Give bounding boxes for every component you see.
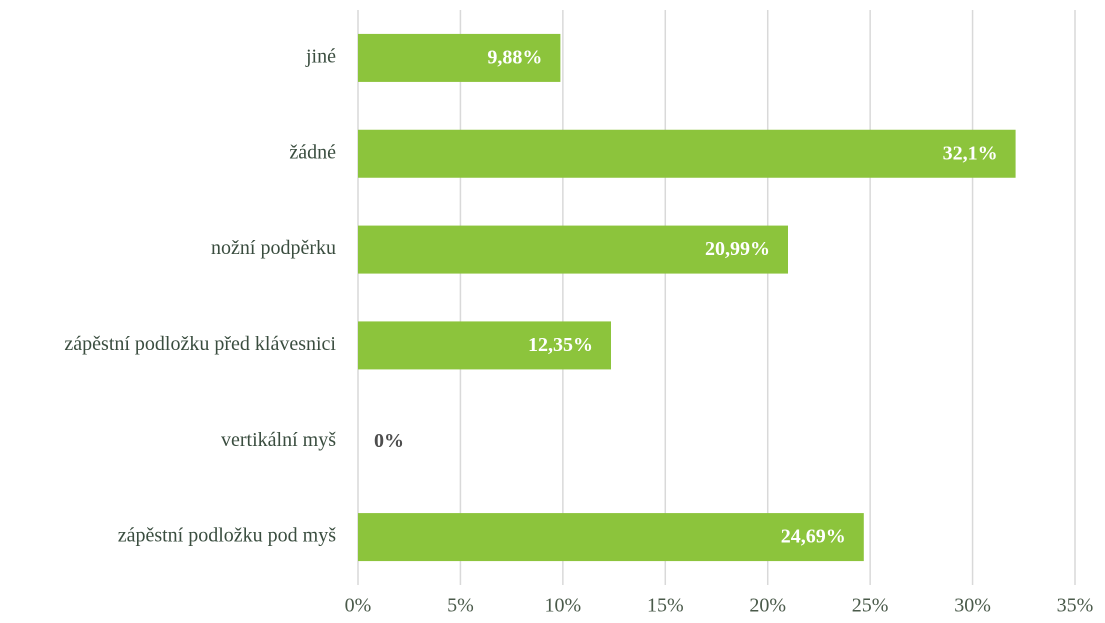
y-tick-label: žádné — [289, 141, 336, 163]
x-tick-label: 5% — [447, 595, 474, 617]
y-tick-label: nožní podpěrku — [211, 237, 336, 259]
y-tick-label: zápěstní podložku pod myš — [118, 525, 337, 547]
bar — [358, 225, 788, 274]
y-tick-label: jiné — [305, 46, 336, 68]
y-tick-label: zápěstní podložku před klávesnici — [64, 333, 336, 355]
x-tick-label: 20% — [749, 595, 786, 617]
value-label: 9,88% — [487, 47, 542, 69]
x-tick-label: 30% — [954, 595, 991, 617]
value-label: 0% — [374, 430, 404, 452]
bar — [358, 129, 1016, 178]
x-tick-label: 25% — [852, 595, 889, 617]
x-tick-label: 15% — [647, 595, 684, 617]
bar — [358, 33, 561, 82]
value-label: 32,1% — [943, 142, 998, 164]
x-tick-label: 10% — [545, 595, 582, 617]
x-tick-label: 35% — [1057, 595, 1094, 617]
value-label: 12,35% — [528, 334, 593, 356]
value-label: 20,99% — [705, 238, 770, 260]
value-label: 24,69% — [781, 526, 846, 548]
bar — [358, 321, 611, 370]
x-tick-label: 0% — [345, 595, 372, 617]
y-tick-label: vertikální myš — [221, 429, 336, 451]
bar — [358, 513, 864, 562]
